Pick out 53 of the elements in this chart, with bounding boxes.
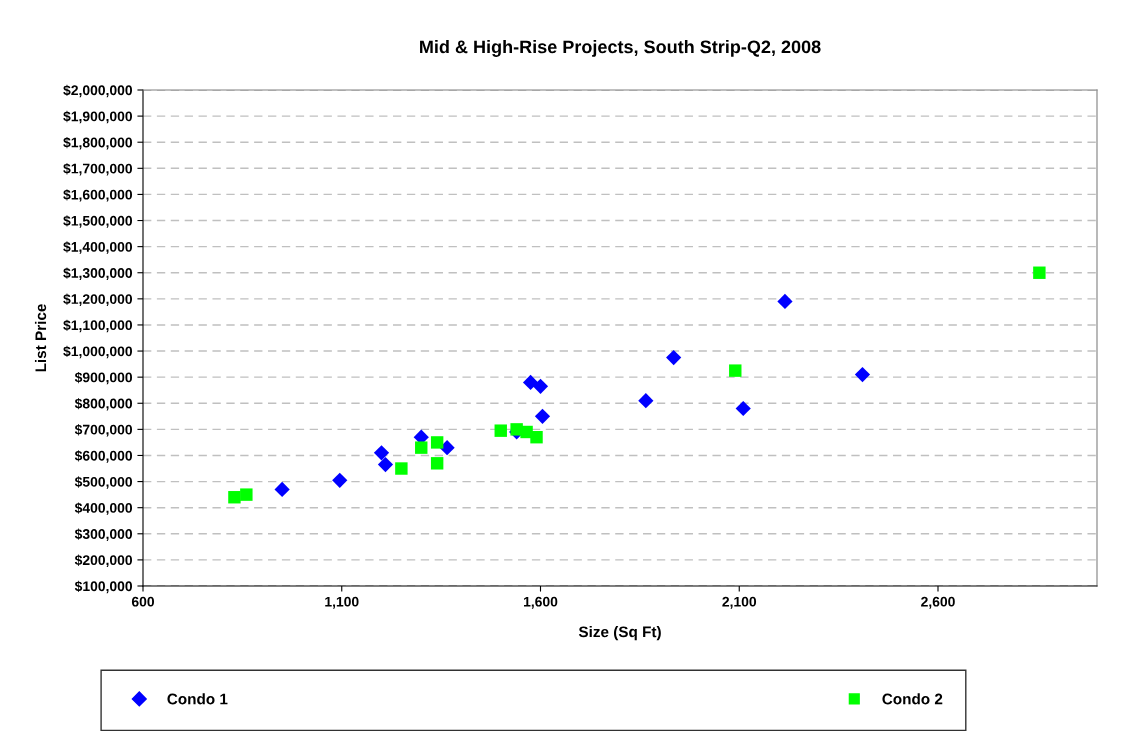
y-tick-label: $1,000,000: [63, 345, 133, 359]
point: [735, 400, 751, 417]
y-tick-label: $500,000: [74, 476, 133, 489]
y-tick-label: $900,000: [74, 371, 133, 385]
y-tick-label: $600,000: [74, 450, 133, 463]
point: [532, 378, 549, 394]
point: [430, 457, 444, 470]
y-tick-label: $1,100,000: [63, 319, 133, 333]
point: [777, 293, 793, 310]
point: [415, 441, 428, 454]
x-tick-label: 1,600: [524, 596, 558, 609]
y-tick-label: $700,000: [74, 424, 133, 437]
legend-label: Condo 2: [882, 693, 943, 705]
y-tick-label: $1,500,000: [63, 215, 133, 228]
y-tick-label: $200,000: [74, 554, 133, 568]
point: [377, 457, 394, 473]
x-tick-label: 2,600: [921, 596, 955, 609]
y-tick-label: $300,000: [74, 528, 133, 541]
point: [332, 472, 348, 488]
point: [240, 488, 253, 501]
x-tick-label: 600: [131, 596, 155, 607]
y-tick-label: $1,400,000: [63, 241, 133, 254]
y-tick-label: $1,600,000: [63, 189, 133, 202]
y-tick-label: $1,300,000: [63, 267, 133, 280]
point: [638, 393, 654, 409]
x-tick-label: 2,100: [722, 596, 757, 609]
point: [729, 364, 742, 377]
point: [439, 440, 455, 456]
point: [395, 462, 408, 475]
x-tick-label: 1,100: [325, 596, 359, 609]
point: [494, 424, 507, 437]
point: [854, 366, 871, 383]
point: [534, 408, 551, 424]
y-tick-label: $1,200,000: [63, 293, 133, 307]
y-tick-label: $800,000: [74, 397, 133, 411]
point: [274, 481, 290, 498]
point: [1033, 266, 1046, 279]
y-tick-label: $400,000: [74, 502, 133, 515]
y-tick-label: $1,900,000: [63, 110, 133, 124]
point: [666, 349, 682, 366]
chart-title: Mid & High-Rise Projects, South Strip-Q2, 2008: [420, 40, 821, 57]
legend-label: Condo 1: [167, 693, 228, 705]
point: [522, 374, 539, 390]
y-tick-label: $100,000: [74, 580, 133, 594]
y-tick-label: $2,000,000: [63, 84, 133, 98]
x-axis-title: Size (Sq Ft): [578, 626, 661, 641]
point: [530, 430, 543, 444]
point: [430, 436, 444, 449]
point: [228, 491, 241, 504]
y-tick-label: $1,700,000: [63, 163, 133, 176]
y-axis-title: List Price: [34, 304, 47, 372]
point: [373, 445, 390, 461]
y-tick-label: $1,800,000: [63, 136, 133, 150]
